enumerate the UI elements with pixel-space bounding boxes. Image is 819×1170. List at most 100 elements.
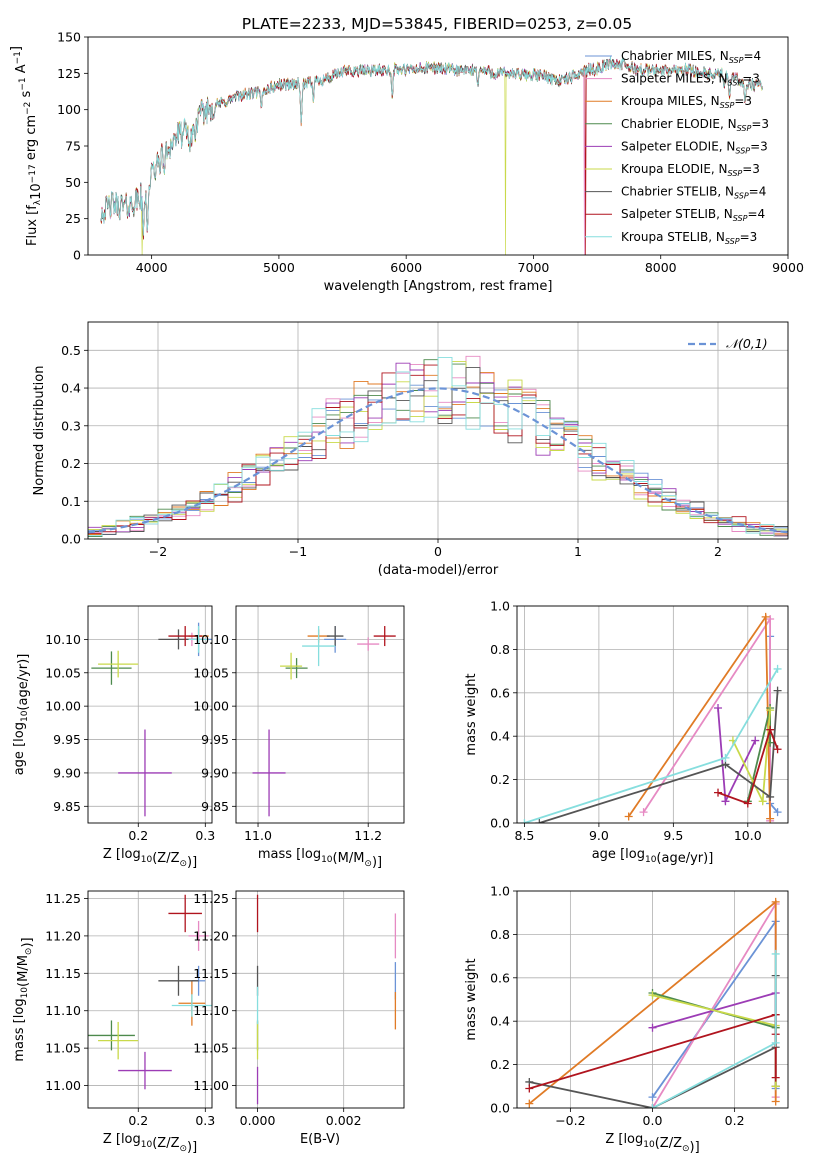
axis-label: mass [log10(M/M⊙)] — [258, 847, 382, 870]
weight-marker — [766, 792, 775, 801]
y-tick-label: 0.0 — [490, 1101, 510, 1116]
weight-marker — [535, 819, 544, 823]
panel-mass-vs-Z: 0.2 0.3 11.00 11.05 11.10 11.15 11.20 11.25 Z [l… — [12, 890, 215, 1155]
histogram-8 — [88, 356, 788, 537]
weight-marker — [758, 797, 767, 806]
weight-marker — [766, 615, 775, 624]
y-tick-label: 1.0 — [490, 884, 510, 899]
y-tick-label: 0.5 — [61, 343, 81, 358]
axis-label: mass [log10(M/M⊙)] — [12, 937, 35, 1061]
x-tick-label: −1 — [289, 544, 307, 559]
weight-line-7 — [717, 726, 779, 805]
figure-title: PLATE=2233, MJD=53845, FIBERID=0253, z=0… — [242, 15, 632, 33]
y-tick-label: 9.90 — [53, 765, 81, 780]
legend-label: 𝒩(0,1) — [726, 336, 768, 351]
weight-marker — [766, 814, 775, 823]
y-tick-label: 11.00 — [45, 1078, 81, 1093]
axis-label: Normed distribution — [32, 366, 47, 496]
y-tick-label: 0.1 — [61, 494, 81, 509]
y-tick-label: 0.2 — [490, 772, 510, 787]
x-tick-label: 9.5 — [663, 828, 683, 843]
weight-marker — [648, 1093, 657, 1102]
y-tick-label: 11.10 — [193, 1003, 229, 1018]
axis-label: E(B-V) — [300, 1132, 340, 1147]
y-tick-label: 9.90 — [201, 765, 229, 780]
axis-label: Z [log10(Z/Z⊙)] — [103, 847, 197, 870]
weight-marker — [766, 725, 775, 734]
y-tick-label: 9.85 — [201, 799, 229, 814]
chart-panels: 4000 5000 6000 7000 8000 9000 0 25 50 75 100 125 150… — [9, 30, 804, 1156]
y-tick-label: 10.05 — [45, 665, 81, 680]
x-tick-label: 9000 — [772, 260, 804, 275]
weight-marker — [714, 788, 723, 797]
y-tick-label: 9.85 — [53, 799, 81, 814]
weight-marker — [624, 812, 633, 821]
x-tick-label: 4000 — [136, 260, 168, 275]
y-tick-label: 0.0 — [490, 816, 510, 831]
y-tick-label: 11.00 — [193, 1078, 229, 1093]
plot-content — [525, 897, 780, 1108]
axis-label: Flux [fλ10−17 erg cm−2 s−1 A−1] — [9, 46, 44, 246]
y-tick-label: 125 — [57, 66, 81, 81]
weight-marker — [648, 991, 657, 1000]
y-tick-label: 11.25 — [193, 891, 229, 906]
y-tick-label: 11.15 — [45, 966, 81, 981]
axes-frame — [87, 36, 789, 256]
panel-mass-vs-ebv: 0.000 0.002 11.00 11.05 11.10 11.15 11.20 11.25… — [193, 890, 405, 1147]
x-tick-label: 0.2 — [128, 828, 148, 843]
y-tick-label: 10.10 — [45, 632, 81, 647]
weight-marker — [773, 686, 782, 695]
panel-residuals: −2 −1 0 1 2 0.0 0.1 0.2 0.3 0.4 0.5 (data-model)/er… — [32, 321, 789, 578]
legend: Chabrier MILES, NSSP=4 Salpeter MILES, NS… — [585, 49, 769, 246]
y-tick-label: 10.00 — [193, 699, 229, 714]
x-tick-label: 0.0 — [643, 1113, 663, 1128]
plot-content — [88, 355, 788, 537]
normal-curve — [88, 387, 788, 534]
weight-marker — [773, 745, 782, 754]
weight-marker — [721, 753, 730, 762]
legend-label: Salpeter STELIB, NSSP=4 — [621, 207, 765, 223]
y-tick-label: 10.05 — [193, 665, 229, 680]
x-tick-label: 8000 — [645, 260, 677, 275]
y-tick-label: 0.2 — [61, 456, 81, 471]
y-tick-label: 9.95 — [53, 732, 81, 747]
y-tick-label: 100 — [57, 102, 81, 117]
axes-frame — [235, 605, 405, 824]
legend-label: Salpeter ELODIE, NSSP=3 — [621, 139, 768, 155]
y-tick-label: 150 — [57, 30, 81, 45]
plot-content — [88, 894, 212, 1090]
plot-content — [256, 894, 397, 1105]
plot-area — [236, 606, 404, 823]
x-tick-label: 7000 — [518, 260, 550, 275]
axes-frame — [87, 605, 213, 824]
spectrum-line-8 — [100, 56, 763, 236]
weight-marker — [639, 808, 648, 817]
weight-marker — [761, 612, 770, 621]
y-tick-label: 0 — [73, 248, 81, 263]
panel-weight-vs-age: 8.5 9.0 9.5 10.0 0.0 0.2 0.4 0.6 0.8 1.0 age [log1… — [464, 599, 789, 866]
weight-marker — [773, 808, 782, 817]
x-tick-label: 0.2 — [725, 1113, 745, 1128]
y-tick-label: 11.05 — [45, 1041, 81, 1056]
y-tick-label: 0.2 — [490, 1057, 510, 1072]
legend-label: Kroupa ELODIE, NSSP=3 — [621, 162, 760, 178]
panel-spectrum: 4000 5000 6000 7000 8000 9000 0 25 50 75 100 125 150… — [9, 30, 804, 295]
weight-marker — [751, 736, 760, 745]
y-tick-label: 11.05 — [193, 1041, 229, 1056]
y-tick-label: 0.6 — [490, 685, 510, 700]
x-tick-label: 11.2 — [354, 828, 382, 843]
x-tick-label: 0.000 — [240, 1113, 276, 1128]
axes-frame — [516, 605, 789, 824]
x-tick-label: 0.002 — [326, 1113, 362, 1128]
x-tick-label: 0.2 — [128, 1113, 148, 1128]
axis-label: age [log10(age/yr)] — [592, 847, 714, 866]
y-tick-label: 50 — [65, 175, 81, 190]
y-tick-label: 11.15 — [193, 966, 229, 981]
weight-marker — [771, 1073, 780, 1082]
axis-label: age [log10(age/yr)] — [12, 654, 31, 776]
weight-marker — [648, 1104, 657, 1108]
axes-frame — [87, 321, 789, 540]
legend-label: Chabrier STELIB, NSSP=4 — [621, 185, 766, 201]
panel-age-vs-Z: 0.2 0.3 9.85 9.90 9.95 10.00 10.05 10.10 Z [log1… — [12, 605, 215, 870]
